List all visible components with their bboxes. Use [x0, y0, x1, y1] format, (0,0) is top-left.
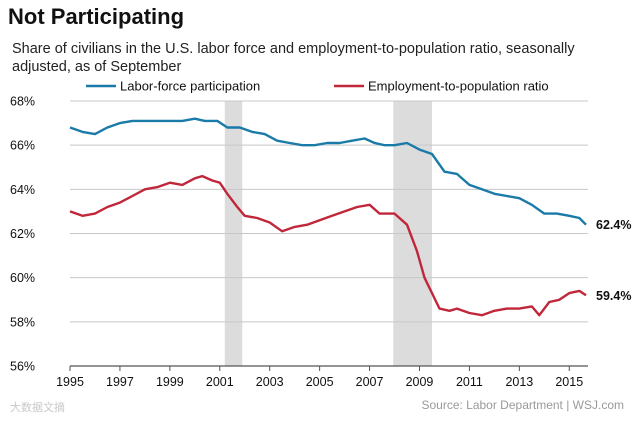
chart-title: Not Participating [8, 4, 185, 29]
end-label-employment: 59.4% [596, 289, 631, 303]
series-line-labor-force-participation [69, 117, 587, 226]
y-tick-label-66: 66% [10, 139, 35, 153]
x-tick-label-2009: 2009 [406, 375, 434, 389]
chart-subtitle: Share of civilians in the U.S. labor for… [12, 41, 575, 75]
x-tick-label-2005: 2005 [306, 375, 334, 389]
end-label-labor-force: 62.4% [596, 218, 631, 232]
x-tick-label-2015: 2015 [555, 375, 583, 389]
y-tick-label-60: 60% [10, 271, 35, 285]
legend-label-2: Employment-to-population ratio [368, 79, 549, 94]
x-tick-label-1995: 1995 [56, 375, 84, 389]
watermark: 大数据文摘 [10, 402, 65, 414]
legend-label-1: Labor-force participation [120, 79, 260, 94]
x-tick-label-1997: 1997 [106, 375, 134, 389]
series-line-employment-to-population [69, 174, 587, 317]
x-tick-label-1999: 1999 [156, 375, 184, 389]
x-tick-label-2003: 2003 [256, 375, 284, 389]
y-tick-label-58: 58% [10, 315, 35, 329]
y-tick-label-56: 56% [10, 360, 35, 374]
x-tick-label-2001: 2001 [206, 375, 234, 389]
y-tick-label-68: 68% [10, 95, 35, 109]
x-tick-label-2007: 2007 [356, 375, 384, 389]
source-note: Source: Labor Department | WSJ.com [421, 398, 624, 412]
y-tick-label-64: 64% [10, 183, 35, 197]
y-tick-label-62: 62% [10, 227, 35, 241]
x-tick-label-2013: 2013 [505, 375, 533, 389]
x-tick-label-2011: 2011 [456, 375, 483, 389]
